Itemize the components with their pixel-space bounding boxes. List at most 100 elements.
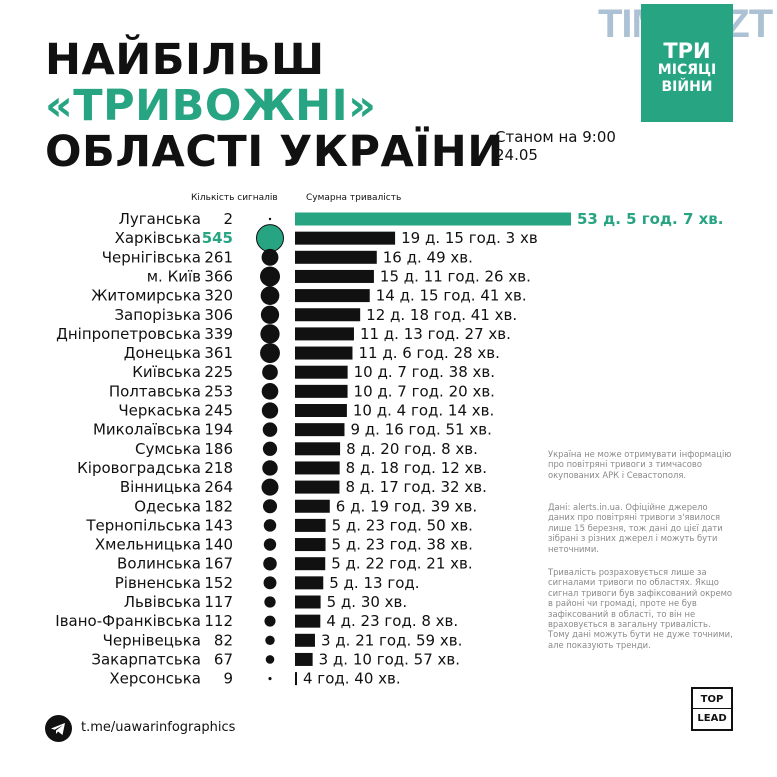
duration-bar <box>295 518 326 532</box>
signal-count: 225 <box>204 363 233 381</box>
three-months-badge: ТРИ МІСЯЦІ ВІЙНИ <box>641 4 733 122</box>
badge-line1: ТРИ <box>663 39 711 63</box>
duration-bar <box>295 365 348 379</box>
duration-bar <box>295 576 324 590</box>
duration-bar <box>295 404 347 417</box>
region-label: Тернопільська <box>85 516 201 534</box>
telegram-link[interactable]: t.me/uawarinfographics <box>81 720 236 735</box>
duration-bar <box>295 346 353 360</box>
duration-bar <box>295 308 361 322</box>
logo-line2: LEAD <box>697 713 727 724</box>
duration-label: 4 год. 40 хв. <box>303 670 401 688</box>
region-label: Сумська <box>135 440 201 458</box>
duration-bar <box>295 423 345 437</box>
duration-label: 53 д. 5 год. 7 хв. <box>577 210 724 228</box>
signal-dot <box>261 402 279 419</box>
top-lead-logo: TOP LEAD <box>691 687 733 731</box>
as-of-line2: 24.05 <box>495 146 538 164</box>
note-occupied: Україна не може отримувати інформацію пр… <box>548 449 732 480</box>
duration-label: 5 д. 23 год. 50 хв. <box>332 516 473 534</box>
duration-bar <box>295 327 354 341</box>
signal-dot <box>263 538 277 551</box>
region-label: Миколаївська <box>93 421 201 439</box>
duration-bar <box>295 231 396 245</box>
signal-count: 117 <box>204 593 233 611</box>
duration-bar <box>295 614 321 628</box>
signal-dot <box>260 324 280 344</box>
badge-line3: ВІЙНИ <box>661 79 713 95</box>
signal-dot <box>265 655 275 664</box>
duration-label: 4 д. 23 год. 8 хв. <box>326 612 458 630</box>
signal-dot <box>262 499 278 514</box>
duration-label: 12 д. 18 год. 41 хв. <box>366 306 517 324</box>
duration-bar <box>295 480 340 494</box>
region-label: Донецька <box>124 344 201 362</box>
logo-line1: TOP <box>693 689 731 709</box>
signal-count: 140 <box>204 536 233 554</box>
signal-count: 167 <box>204 555 233 573</box>
region-label: Чернівецька <box>103 631 201 649</box>
region-label: Вінницька <box>120 478 201 496</box>
region-label: Хмельницька <box>95 536 201 554</box>
signal-count: 143 <box>204 516 233 534</box>
signal-dot <box>265 635 275 646</box>
duration-bar <box>295 250 377 264</box>
signal-dot <box>260 266 280 287</box>
duration-label: 10 д. 7 год. 20 хв. <box>354 382 495 400</box>
telegram-icon <box>45 715 72 742</box>
signal-count: 182 <box>204 497 233 515</box>
duration-label: 16 д. 49 хв. <box>383 248 473 266</box>
duration-label: 11 д. 6 год. 28 хв. <box>358 344 499 362</box>
duration-column-header: Сумарна тривалість <box>306 193 402 203</box>
signal-dot <box>260 305 280 324</box>
title-line3: ОБЛАСТІ УКРАЇНИ <box>45 127 504 177</box>
signal-count: 152 <box>204 574 233 592</box>
duration-label: 5 д. 30 хв. <box>327 593 408 611</box>
duration-bar <box>295 538 326 552</box>
duration-bar <box>295 442 341 456</box>
note-method: Тривалість розраховується лише за сигнал… <box>548 567 733 650</box>
signal-count: 366 <box>204 267 233 285</box>
region-label: Волинська <box>117 555 201 573</box>
duration-bar <box>295 289 370 303</box>
region-label: Рівненська <box>115 574 201 592</box>
title-line1: НАЙБІЛЬШ <box>45 35 325 85</box>
signal-dot <box>263 556 277 571</box>
region-label: Львівська <box>124 593 201 611</box>
signal-dot <box>261 248 279 266</box>
duration-label: 15 д. 11 год. 26 хв. <box>380 267 531 285</box>
duration-label: 9 д. 16 год. 51 хв. <box>350 421 491 439</box>
as-of-line1: Станом на 9:00 <box>495 128 616 146</box>
note-source: Дані: alerts.in.ua. Офіційне джерело дан… <box>548 502 723 554</box>
signal-count: 218 <box>204 459 233 477</box>
region-label: Харківська <box>115 229 201 247</box>
signal-dot <box>262 364 278 381</box>
signal-count: 112 <box>204 612 233 630</box>
signal-count: 186 <box>204 440 233 458</box>
signal-dot <box>268 217 272 221</box>
duration-label: 5 д. 23 год. 38 хв. <box>332 536 473 554</box>
region-label: Київська <box>132 363 201 381</box>
signal-dot <box>261 478 279 496</box>
region-label: Черкаська <box>118 402 201 420</box>
duration-label: 19 д. 15 год. 3 хв <box>401 229 538 247</box>
signal-dot <box>260 286 280 305</box>
signals-column-header: Кількість сигналів <box>191 193 278 203</box>
duration-label: 8 д. 20 год. 8 хв. <box>346 440 478 458</box>
region-label: Одеська <box>134 497 201 515</box>
region-label: Кіровоградська <box>77 459 201 477</box>
duration-bar <box>295 212 571 226</box>
duration-bar <box>295 652 313 666</box>
region-label: м. Київ <box>147 267 201 285</box>
signal-count: 9 <box>223 670 233 688</box>
signal-count: 306 <box>204 306 233 324</box>
region-label: Житомирська <box>91 287 201 305</box>
signal-dot <box>260 343 280 363</box>
signal-dot <box>264 596 276 608</box>
signal-dot <box>268 677 272 681</box>
as-of-date: Станом на 9:00 24.05 <box>495 128 616 164</box>
region-label: Запорізька <box>114 306 201 324</box>
duration-label: 8 д. 18 год. 12 хв. <box>346 459 487 477</box>
duration-label: 5 д. 13 год. <box>329 574 419 592</box>
signal-count: 67 <box>214 650 233 668</box>
